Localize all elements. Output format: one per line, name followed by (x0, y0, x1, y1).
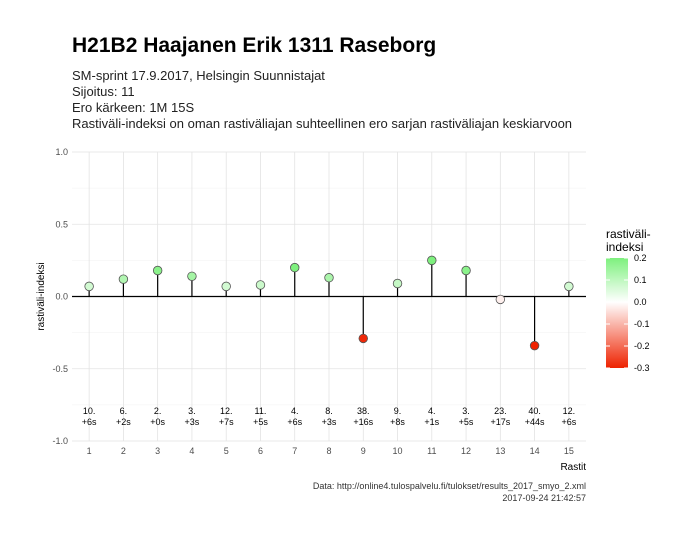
legend-label: -0.2 (634, 341, 650, 351)
leg-rank-label: 23. (494, 406, 507, 416)
leg-diff-label: +17s (490, 417, 510, 427)
x-tick-label: 13 (495, 446, 505, 456)
leg-diff-label: +8s (390, 417, 405, 427)
leg-diff-label: +6s (82, 417, 97, 427)
data-point (290, 262, 300, 273)
data-point (427, 255, 437, 266)
data-point (152, 265, 163, 276)
data-point (84, 281, 94, 292)
leg-diff-label: +0s (150, 417, 165, 427)
data-point (118, 274, 129, 284)
chart-title: H21B2 Haajanen Erik 1311 Raseborg (72, 34, 437, 57)
legend-title: indeksi (606, 240, 643, 254)
leg-diff-label: +7s (219, 417, 234, 427)
x-tick-label: 10 (393, 446, 403, 456)
y-axis-title: rastiväli-indeksi (36, 262, 47, 330)
leg-rank-label: 3. (462, 406, 470, 416)
leg-rank-label: 38. (357, 406, 370, 416)
x-tick-label: 2 (121, 446, 126, 456)
leg-rank-label: 2. (154, 406, 162, 416)
leg-rank-label: 4. (428, 406, 436, 416)
leg-diff-label: +1s (424, 417, 439, 427)
legend-label: 0.2 (634, 253, 647, 263)
leg-diff-label: +44s (525, 417, 545, 427)
timestamp: 2017-09-24 21:42:57 (502, 493, 586, 503)
y-tick-label: 1.0 (55, 147, 68, 157)
x-tick-label: 9 (361, 446, 366, 456)
x-tick-label: 14 (530, 446, 540, 456)
leg-diff-label: +6s (561, 417, 576, 427)
subtitle-placement: Sijoitus: 11 (72, 84, 135, 99)
x-tick-label: 4 (189, 446, 194, 456)
data-point (392, 278, 403, 289)
x-axis-title: Rastit (560, 462, 586, 473)
leg-rank-label: 6. (120, 406, 128, 416)
x-tick-label: 5 (224, 446, 229, 456)
leg-diff-label: +3s (322, 417, 337, 427)
data-point (461, 265, 471, 276)
data-point (358, 333, 368, 344)
leg-diff-label: +2s (116, 417, 131, 427)
data-point (564, 281, 574, 292)
leg-rank-label: 4. (291, 406, 299, 416)
data-point (255, 280, 266, 290)
leg-rank-label: 3. (188, 406, 196, 416)
y-tick-label: -1.0 (52, 436, 68, 446)
y-tick-label: 0.0 (55, 292, 68, 302)
data-point (495, 294, 506, 305)
leg-rank-label: 12. (220, 406, 233, 416)
subtitle-gap: Ero kärkeen: 1M 15S (72, 100, 195, 115)
leg-rank-label: 8. (325, 406, 333, 416)
leg-diff-label: +5s (459, 417, 474, 427)
x-tick-label: 1 (87, 446, 92, 456)
x-tick-label: 7 (292, 446, 297, 456)
legend-colorbar (606, 258, 628, 368)
data-point (221, 281, 231, 292)
leg-diff-label: +5s (253, 417, 268, 427)
x-tick-label: 15 (564, 446, 574, 456)
legend-label: -0.1 (634, 319, 650, 329)
leg-rank-label: 11. (255, 406, 267, 416)
leg-diff-label: +3s (185, 417, 200, 427)
x-tick-label: 3 (155, 446, 160, 456)
leg-rank-label: 12. (563, 406, 576, 416)
leg-rank-label: 40. (528, 406, 541, 416)
y-tick-label: -0.5 (52, 364, 68, 374)
subtitle-description: Rastiväli-indeksi on oman rastiväliajan … (72, 116, 573, 131)
leg-diff-label: +6s (287, 417, 302, 427)
y-tick-label: 0.5 (55, 219, 68, 229)
legend-label: -0.3 (634, 363, 650, 373)
legend-title: rastiväli- (606, 227, 651, 241)
leg-rank-label: 9. (394, 406, 402, 416)
subtitle-event: SM-sprint 17.9.2017, Helsingin Suunnista… (72, 68, 325, 83)
x-tick-label: 12 (461, 446, 471, 456)
x-tick-label: 6 (258, 446, 263, 456)
data-point (529, 340, 540, 351)
data-point (187, 271, 197, 281)
legend-label: 0.0 (634, 297, 647, 307)
leg-diff-label: +16s (353, 417, 373, 427)
x-tick-label: 11 (427, 446, 436, 456)
legend-label: 0.1 (634, 275, 647, 285)
data-source: Data: http://online4.tulospalvelu.fi/tul… (312, 481, 586, 491)
leg-rank-label: 10. (83, 406, 96, 416)
data-point (324, 273, 334, 283)
x-tick-label: 8 (326, 446, 331, 456)
